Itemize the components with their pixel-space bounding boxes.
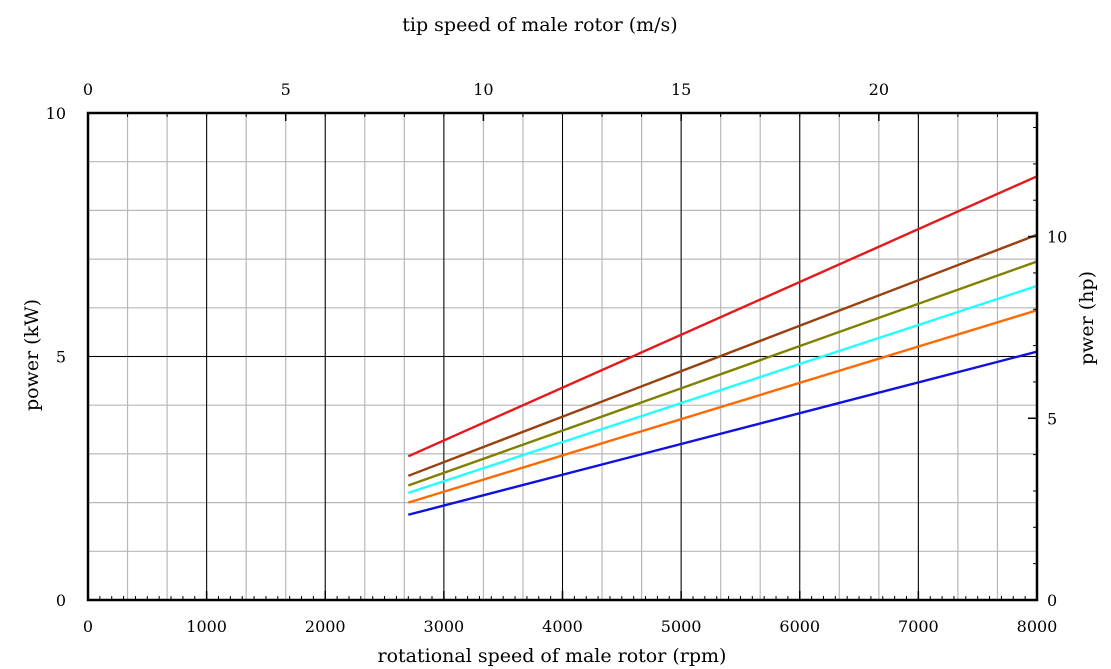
top-tick-label: 15 <box>671 80 691 99</box>
series-line-4 <box>407 284 1038 494</box>
x-tick-label: 5000 <box>661 617 702 636</box>
x-axis-label: rotational speed of male rotor (rpm) <box>378 645 727 667</box>
x-tick-labels: 0 1000 2000 3000 4000 5000 6000 7000 8000 <box>83 617 1057 636</box>
series-line-1 <box>407 175 1038 458</box>
y-tick-label: 0 <box>56 591 66 610</box>
series-line-3 <box>407 260 1038 487</box>
x-tick-label: 4000 <box>542 617 583 636</box>
right-axis-label: pwer (hp) <box>1076 271 1098 365</box>
x-tick-label: 3000 <box>424 617 465 636</box>
top-axis-tick-labels: 0 5 10 15 20 <box>83 80 889 99</box>
y-axis-label: power (kW) <box>21 299 43 411</box>
top-tick-label: 10 <box>473 80 493 99</box>
right-axis-tick-labels: 0 5 10 <box>1047 228 1067 610</box>
x-tick-label: 0 <box>83 617 93 636</box>
series-lines <box>407 175 1038 516</box>
y-tick-labels: 0 5 10 <box>46 104 66 610</box>
major-gridlines <box>88 113 1037 600</box>
x-tick-label: 6000 <box>779 617 820 636</box>
right-tick-label: 5 <box>1047 409 1057 428</box>
series-line-6 <box>407 350 1038 516</box>
top-tick-label: 0 <box>83 80 93 99</box>
x-tick-label: 1000 <box>186 617 227 636</box>
series-line-2 <box>407 233 1038 477</box>
y-tick-label: 5 <box>56 348 66 367</box>
right-tick-label: 0 <box>1047 591 1057 610</box>
chart-title: tip speed of male rotor (m/s) <box>402 14 677 36</box>
x-tick-label: 7000 <box>898 617 939 636</box>
series-line-5 <box>407 309 1038 504</box>
tick-marks <box>87 113 1038 601</box>
top-tick-label: 5 <box>281 80 291 99</box>
right-tick-label: 10 <box>1047 228 1067 247</box>
x-tick-label: 8000 <box>1017 617 1058 636</box>
x-tick-label: 2000 <box>305 617 346 636</box>
top-tick-label: 20 <box>869 80 889 99</box>
y-tick-label: 10 <box>46 104 66 123</box>
